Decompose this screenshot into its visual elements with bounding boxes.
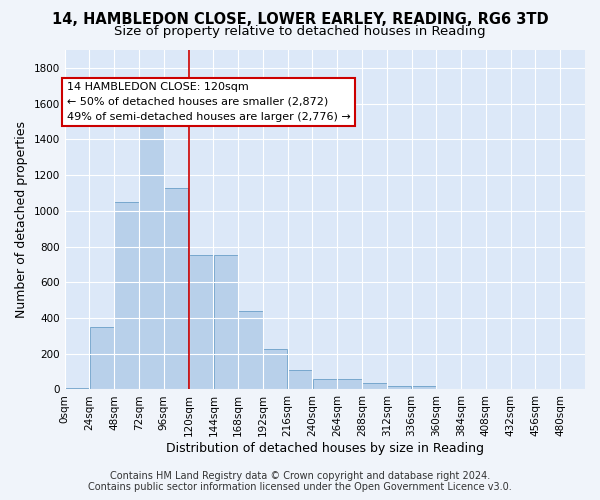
X-axis label: Distribution of detached houses by size in Reading: Distribution of detached houses by size … xyxy=(166,442,484,455)
Bar xyxy=(214,256,238,390)
Text: 14, HAMBLEDON CLOSE, LOWER EARLEY, READING, RG6 3TD: 14, HAMBLEDON CLOSE, LOWER EARLEY, READI… xyxy=(52,12,548,28)
Bar xyxy=(313,378,337,390)
Bar xyxy=(387,386,412,390)
Bar xyxy=(65,388,89,390)
Text: 14 HAMBLEDON CLOSE: 120sqm
← 50% of detached houses are smaller (2,872)
49% of s: 14 HAMBLEDON CLOSE: 120sqm ← 50% of deta… xyxy=(67,82,350,122)
Text: Contains HM Land Registry data © Crown copyright and database right 2024.
Contai: Contains HM Land Registry data © Crown c… xyxy=(88,471,512,492)
Bar xyxy=(263,350,287,390)
Bar xyxy=(238,311,263,390)
Y-axis label: Number of detached properties: Number of detached properties xyxy=(15,121,28,318)
Bar xyxy=(288,370,312,390)
Bar xyxy=(189,256,213,390)
Bar xyxy=(362,383,386,390)
Bar xyxy=(139,125,164,390)
Text: Size of property relative to detached houses in Reading: Size of property relative to detached ho… xyxy=(114,25,486,38)
Bar xyxy=(164,188,188,390)
Bar xyxy=(412,386,436,390)
Bar xyxy=(115,202,139,390)
Bar xyxy=(89,327,114,390)
Bar xyxy=(337,378,362,390)
